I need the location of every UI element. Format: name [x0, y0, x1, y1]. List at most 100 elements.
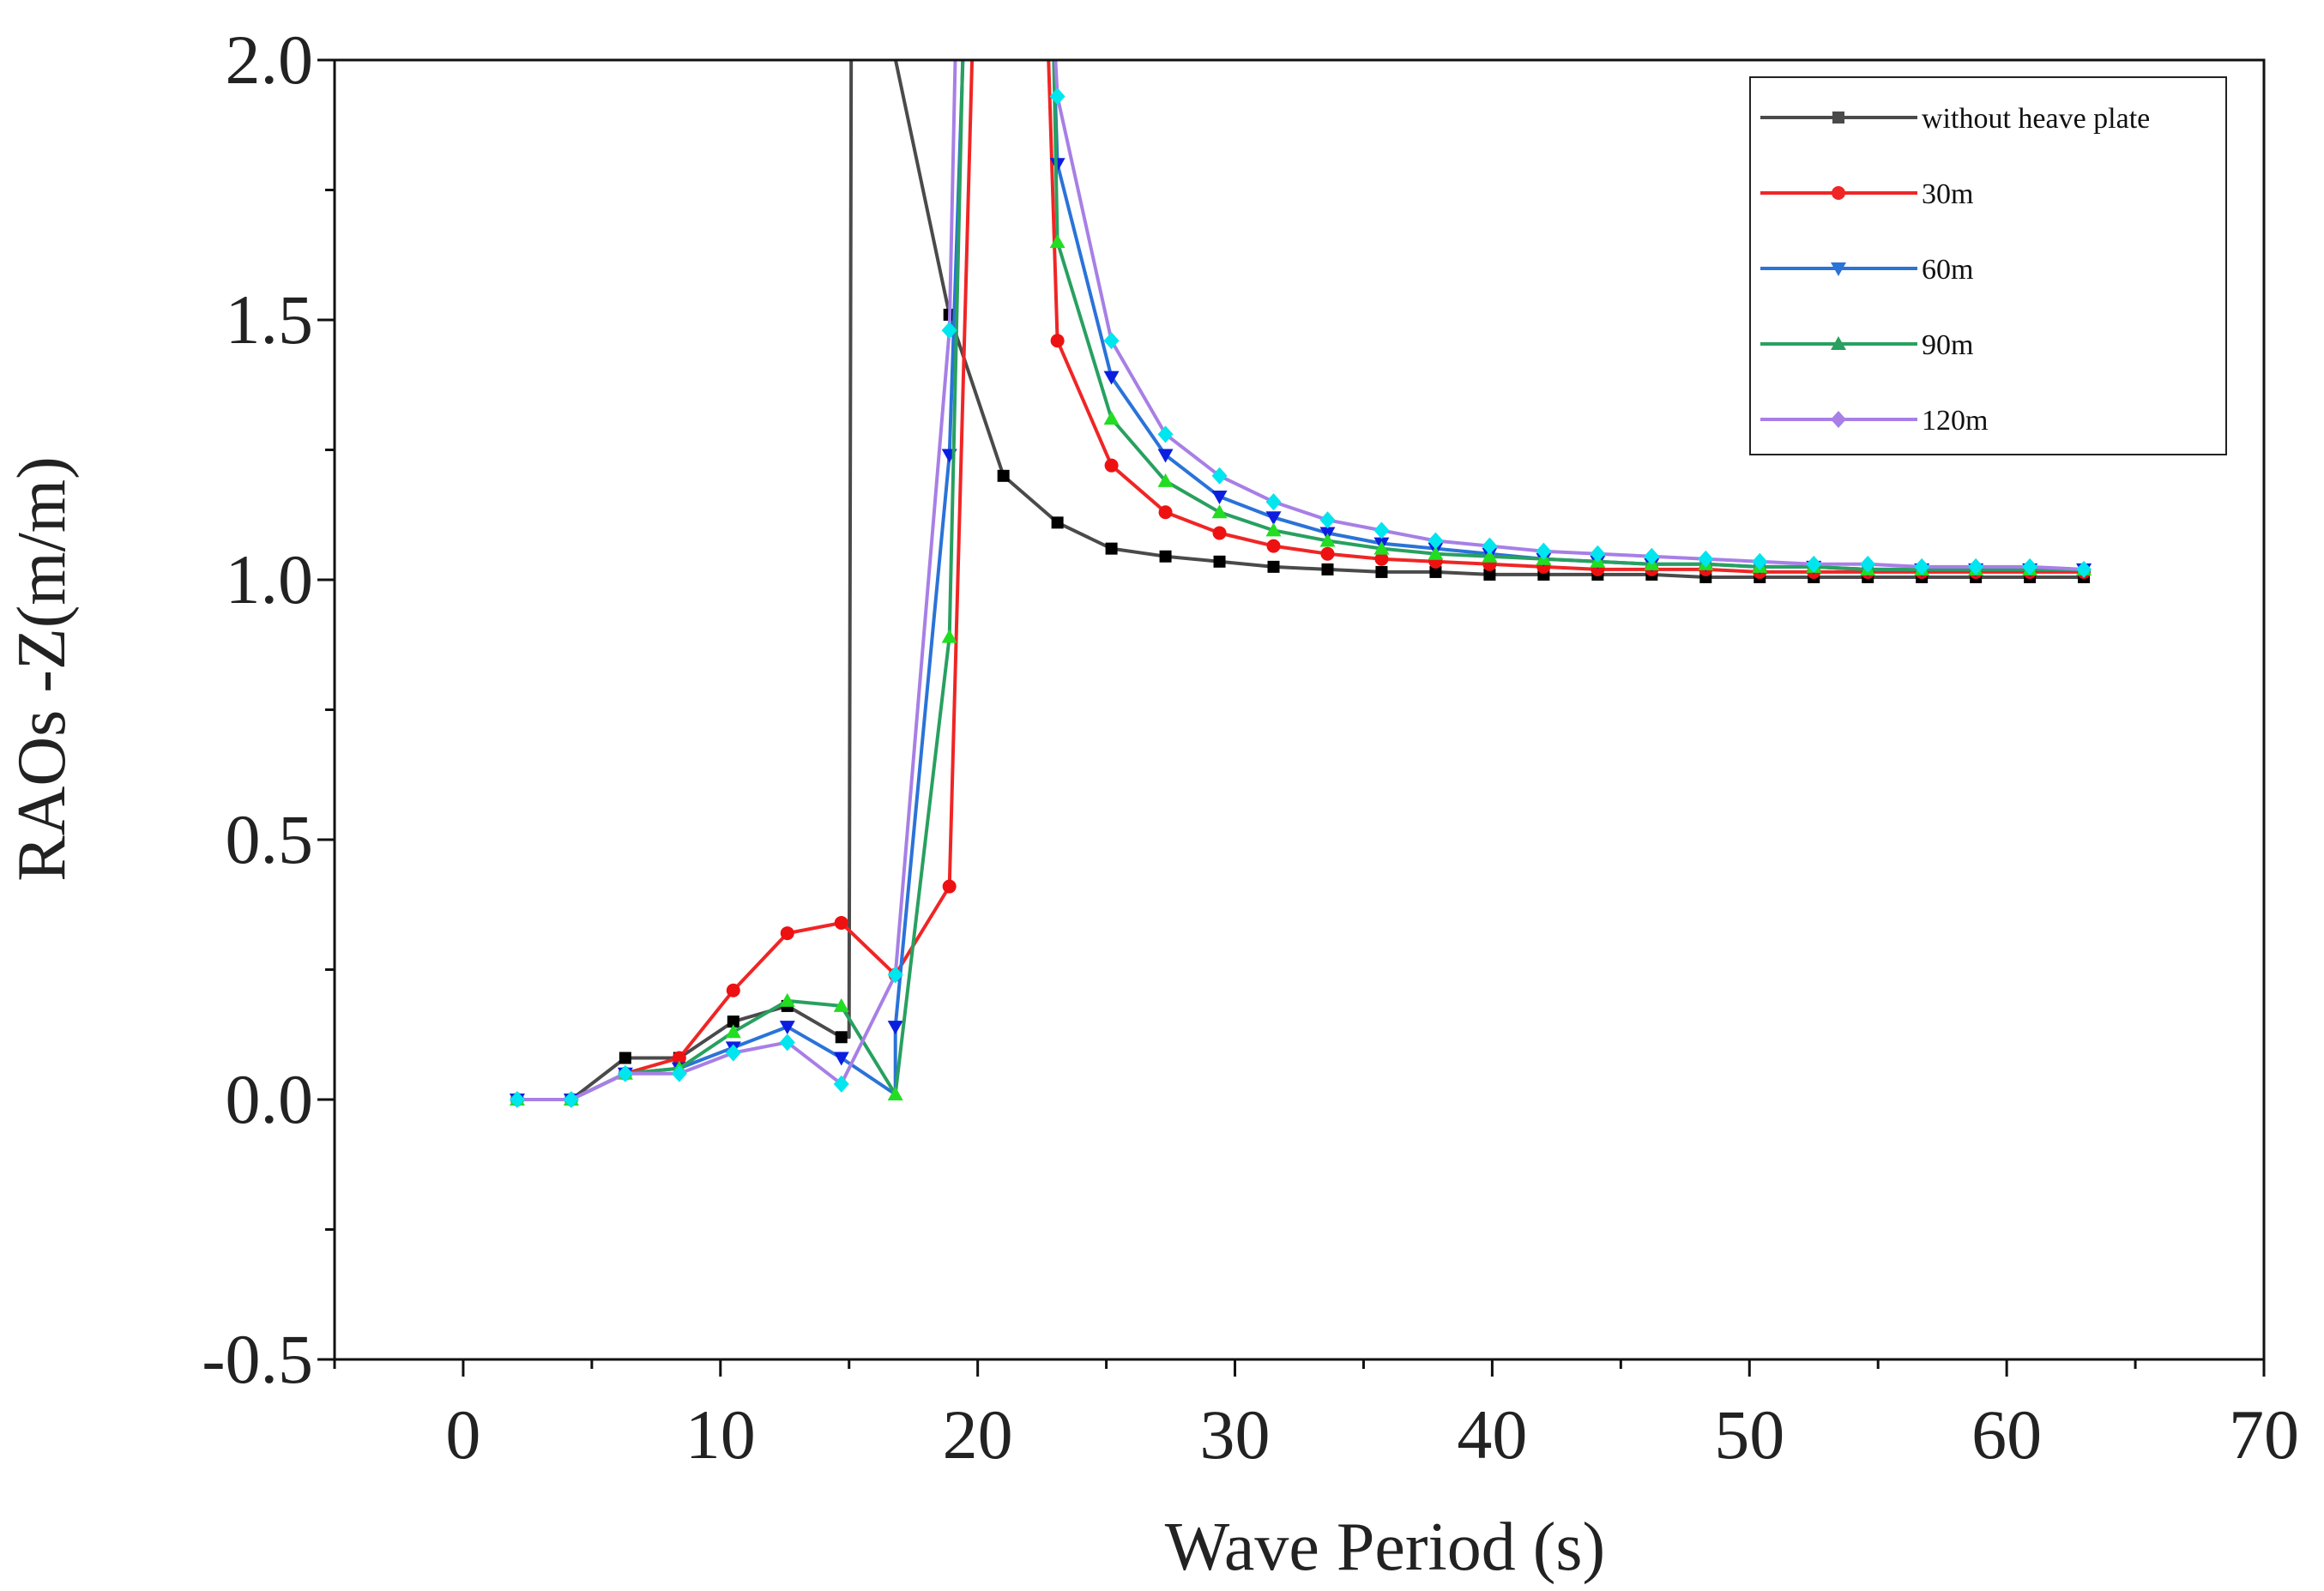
- legend-item: 90m: [1760, 329, 1973, 361]
- data-point: [725, 1044, 741, 1062]
- x-tick-label: 70: [2229, 1395, 2299, 1473]
- data-point: [1104, 458, 1119, 473]
- data-point: [1159, 550, 1172, 563]
- series-120m: [509, 60, 2092, 1108]
- legend-swatch-marker: [1831, 411, 1846, 428]
- axes-layer: 0 10 20 30 40 50 60 70 -0.5 0.0 0.5 1.0 1.5 2.0: [202, 21, 2299, 1473]
- y-tick-label: 0.5: [226, 800, 314, 878]
- x-tick-label: 0: [445, 1395, 480, 1473]
- y-tick-label: 2.0: [226, 21, 314, 99]
- data-point: [1806, 555, 1822, 573]
- data-point: [1265, 511, 1282, 526]
- data-point: [779, 992, 795, 1007]
- legend-label: 60m: [1922, 254, 1973, 286]
- data-point: [1320, 546, 1335, 561]
- data-point: [1211, 491, 1228, 505]
- legend: without heave plate 30m 60m 90m 120m: [1749, 76, 2227, 455]
- data-point: [1374, 551, 1389, 566]
- data-point: [671, 1064, 687, 1082]
- data-point: [887, 1086, 903, 1100]
- data-point: [1266, 539, 1281, 553]
- data-point: [617, 1064, 633, 1082]
- data-point: [1752, 552, 1768, 570]
- legend-swatch-marker: [1832, 186, 1845, 200]
- x-tick-label: 40: [1457, 1395, 1527, 1473]
- x-tick-label: 50: [1714, 1395, 1784, 1473]
- data-point: [833, 997, 849, 1012]
- data-point: [779, 1034, 795, 1052]
- series-layer: [509, 60, 2092, 1108]
- data-point: [619, 1052, 631, 1064]
- data-point: [1914, 557, 1930, 576]
- legend-label: without heave plate: [1922, 103, 2150, 135]
- data-point: [1049, 87, 1065, 105]
- data-point: [727, 1015, 739, 1028]
- data-point: [509, 1091, 525, 1108]
- data-point: [1536, 542, 1552, 560]
- data-point: [1265, 522, 1282, 537]
- data-point: [1213, 555, 1226, 568]
- data-point: [1050, 334, 1065, 348]
- data-point: [1373, 521, 1390, 539]
- legend-label: 30m: [1922, 178, 1973, 210]
- legend-swatch-marker: [1831, 336, 1846, 350]
- data-point: [1049, 234, 1065, 249]
- data-point: [1103, 371, 1120, 385]
- data-point: [997, 469, 1010, 482]
- x-tick-label: 20: [943, 1395, 1013, 1473]
- data-point: [726, 983, 740, 997]
- data-point: [1103, 411, 1120, 425]
- data-point: [1428, 545, 1444, 560]
- data-point: [1319, 511, 1336, 529]
- y-tick-label: -0.5: [202, 1320, 313, 1398]
- x-tick-label: 60: [1971, 1395, 2042, 1473]
- data-point: [1157, 425, 1174, 443]
- y-tick-label: 1.0: [226, 540, 314, 618]
- data-point: [2022, 557, 2038, 576]
- data-point: [887, 966, 903, 984]
- legend-label: 120m: [1922, 405, 1988, 437]
- x-axis-title: Wave Period (s): [1165, 1510, 1605, 1585]
- data-point: [1482, 537, 1498, 555]
- data-point: [834, 915, 848, 930]
- data-point: [1267, 560, 1280, 573]
- data-point: [1158, 505, 1173, 520]
- data-point: [1644, 547, 1660, 565]
- legend-swatch-marker: [1831, 262, 1846, 276]
- legend-swatch-marker: [1832, 111, 1844, 124]
- legend-item: 120m: [1760, 405, 1988, 437]
- data-point: [1103, 332, 1120, 350]
- data-point: [2076, 560, 2092, 578]
- data-point: [941, 322, 957, 340]
- data-point: [887, 1021, 903, 1035]
- data-point: [1319, 533, 1336, 547]
- data-point: [725, 1024, 741, 1039]
- data-point: [1211, 467, 1228, 485]
- y-tick-label: 0.0: [226, 1060, 314, 1138]
- data-point: [1483, 568, 1496, 581]
- data-point: [1428, 532, 1444, 550]
- legend-item: 30m: [1760, 178, 1973, 210]
- data-point: [1105, 542, 1118, 555]
- data-point: [780, 926, 794, 941]
- legend-box: [1749, 76, 2227, 455]
- data-point: [1373, 540, 1390, 555]
- y-axis-title: RAOs -Z(m/m): [4, 456, 80, 882]
- data-point: [563, 1091, 579, 1108]
- data-point: [1429, 565, 1442, 578]
- data-point: [835, 1031, 848, 1044]
- data-point: [1375, 565, 1388, 578]
- data-point: [1051, 516, 1064, 529]
- x-tick-label: 30: [1200, 1395, 1271, 1473]
- data-point: [941, 629, 957, 643]
- data-point: [833, 1075, 849, 1093]
- legend-item: without heave plate: [1760, 103, 2150, 135]
- data-point: [1157, 449, 1174, 463]
- data-point: [1482, 548, 1498, 563]
- y-tick-label: 1.5: [226, 280, 314, 359]
- x-tick-label: 10: [685, 1395, 756, 1473]
- data-point: [779, 1021, 795, 1035]
- data-point: [833, 1052, 849, 1066]
- data-point: [942, 879, 957, 894]
